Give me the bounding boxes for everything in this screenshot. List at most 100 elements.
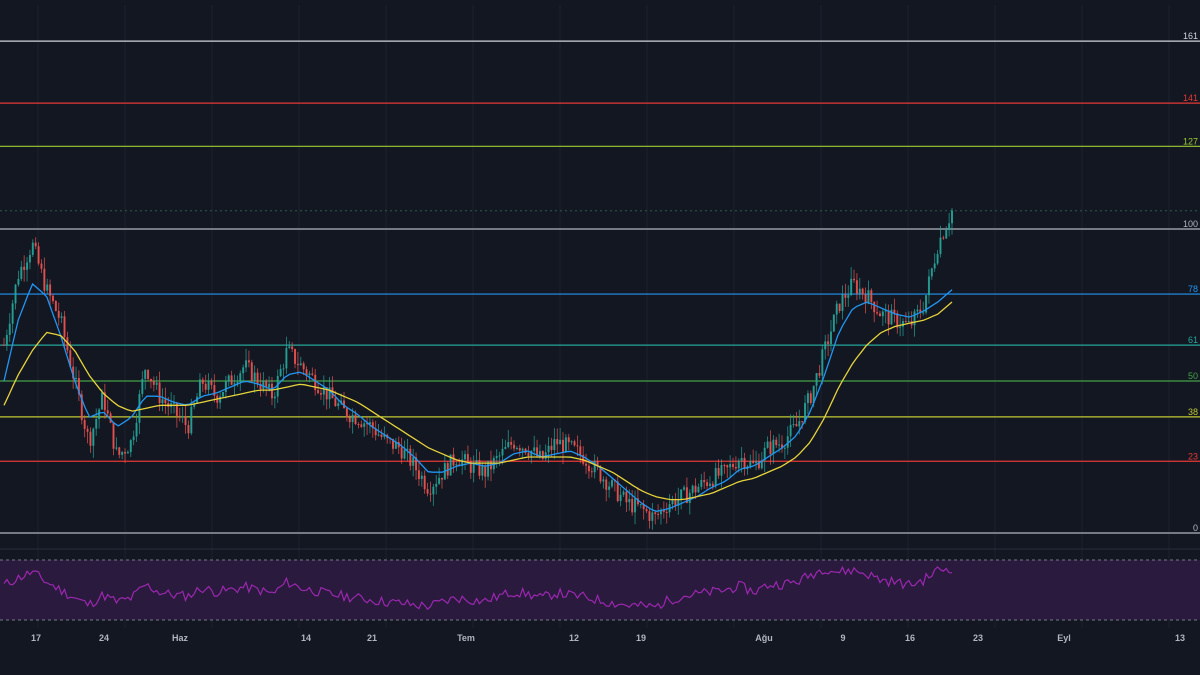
candle-body [31,242,34,255]
candle-body [299,363,302,366]
candle-body [239,373,242,383]
candle-body [432,486,435,495]
candle-body [780,444,783,449]
candle-body [890,309,893,325]
candle-body [380,434,383,437]
candle-body [126,452,129,454]
candle-body [115,447,118,449]
candle-body [521,448,524,451]
candle-body [870,290,873,302]
candle-body [798,421,801,427]
candle-body [919,309,922,313]
candle-body [887,310,890,325]
fib-level-label: 50 [1188,371,1198,381]
candle-body [855,280,858,294]
candle-body [201,379,204,384]
candle-body [184,416,187,426]
candle-body [224,381,227,393]
candle-body [285,347,288,369]
candle-body [391,438,394,449]
candle-body [922,312,925,314]
candle-body [740,457,743,461]
candle-body [95,419,98,429]
candle-body [538,451,541,457]
candle-body [187,425,190,434]
candle-body [86,428,89,432]
candle-body [711,483,714,487]
candle-body [204,383,207,390]
candle-body [636,498,639,505]
candle-body [714,468,717,487]
candle-body [158,382,161,404]
candle-body [726,465,729,468]
candle-body [610,480,613,487]
candle-body [100,392,103,410]
candle-body [951,210,953,224]
candle-body [8,323,11,335]
candle-body [20,266,23,279]
candle-body [259,383,262,390]
candle-body [348,417,351,423]
candle-body [282,368,285,370]
candle-body [268,383,271,388]
candle-body [17,278,20,285]
candle-body [173,402,176,404]
candle-body [77,378,80,395]
fib-level-label: 100 [1183,219,1198,229]
candle-body [363,423,366,427]
candle-body [904,321,907,323]
candle-body [683,487,686,490]
candle-body [792,424,795,426]
candle-body [556,439,559,445]
candle-body [198,379,201,397]
candle-body [345,408,348,418]
candle-body [703,479,706,483]
candle-body [536,447,539,457]
candle-body [368,422,371,425]
candle-body [360,424,363,427]
candle-body [504,446,507,449]
candle-body [717,468,720,476]
candle-body [622,491,625,495]
candle-body [193,403,196,407]
candle-body [343,400,346,409]
candle-body [720,465,723,476]
candle-body [902,321,905,327]
candle-body [383,434,386,437]
candle-body [449,454,452,476]
candle-body [515,448,518,450]
time-axis-label: 19 [636,633,646,643]
candle-body [942,237,945,239]
candle-body [440,477,443,480]
candle-body [371,422,374,429]
candle-body [763,447,766,461]
candle-body [403,449,406,459]
candle-body [495,455,498,459]
time-axis-label: 21 [367,633,377,643]
candle-body [824,341,827,350]
candle-body [596,461,599,467]
candle-body [34,242,37,247]
candle-body [178,415,181,417]
time-axis-label: 16 [905,633,915,643]
candle-body [124,451,127,454]
candle-body [3,344,5,346]
candle-body [518,448,521,451]
candle-body [429,493,432,495]
candle-body [60,316,63,318]
candle-body [317,390,320,394]
time-axis-label: 23 [973,633,983,643]
candle-body [302,363,305,370]
candle-body [164,399,167,404]
time-axis-label: 13 [1175,633,1185,643]
candle-body [351,414,354,423]
fibonacci-levels: 0 23 38 50 61 78 100 127 141 161 [0,31,1200,534]
candle-body [829,331,832,345]
candle-body [98,409,101,420]
candle-body [69,350,72,367]
candle-body [412,457,415,466]
candle-body [175,402,178,416]
candle-body [844,294,847,298]
candle-body [573,441,576,446]
